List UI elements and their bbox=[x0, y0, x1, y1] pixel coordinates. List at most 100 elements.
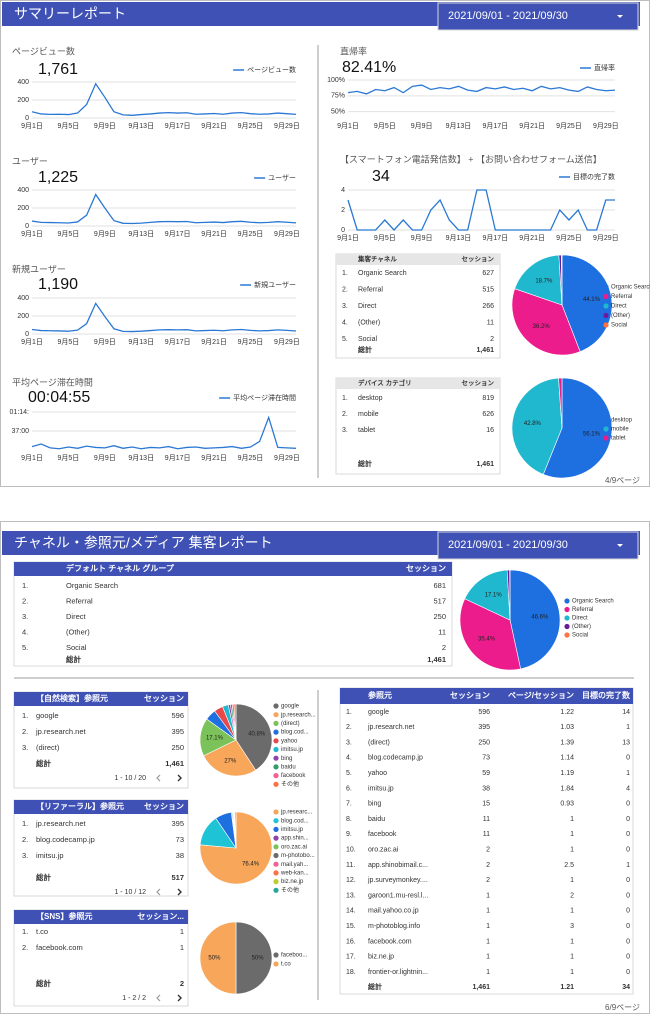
table-cell: 2. bbox=[22, 943, 28, 952]
x-tick-label: 9月17日 bbox=[165, 122, 191, 130]
column-header: セッション bbox=[462, 379, 495, 387]
x-tick-label: 9月13日 bbox=[128, 230, 154, 238]
table-cell: 15. bbox=[346, 923, 356, 930]
legend-label: jp.research... bbox=[280, 712, 316, 718]
legend-label: baidu bbox=[281, 764, 296, 770]
table-cell: 3. bbox=[342, 427, 348, 434]
legend-swatch bbox=[273, 809, 279, 815]
x-tick-label: 9月21日 bbox=[201, 122, 227, 130]
table-cell: imitsu.jp bbox=[36, 851, 64, 860]
table-cell: 5. bbox=[342, 336, 348, 343]
legend-label: google bbox=[281, 704, 300, 710]
legend-swatch bbox=[564, 615, 570, 621]
x-tick-label: 9月13日 bbox=[446, 234, 472, 242]
chart-title: ページビュー数 bbox=[12, 45, 75, 56]
column-header: 集客チャネル bbox=[357, 254, 397, 263]
next-page[interactable] bbox=[177, 774, 182, 782]
date-picker[interactable] bbox=[437, 531, 639, 560]
slice-label: 42.8% bbox=[524, 421, 542, 427]
legend-label: desktop bbox=[611, 418, 633, 424]
legend-label: facebook bbox=[281, 773, 306, 779]
legend-swatch bbox=[273, 826, 279, 833]
dropdown-icon bbox=[617, 544, 623, 547]
legend-swatch bbox=[564, 632, 570, 638]
pie-slice bbox=[464, 569, 511, 621]
x-tick-label: 9月17日 bbox=[165, 230, 191, 238]
scorecard-value: 1,225 bbox=[38, 169, 78, 186]
table-header bbox=[14, 562, 452, 576]
scorecard-value: 82.41% bbox=[342, 59, 396, 76]
column-header: ページ/セッション bbox=[508, 691, 574, 700]
x-tick-label: 9月25日 bbox=[556, 234, 582, 242]
table-cell: google bbox=[36, 711, 59, 720]
table-total: 1,461 bbox=[472, 984, 490, 991]
column-header: 目標の完了数 bbox=[582, 690, 631, 700]
table-cell: 5. bbox=[346, 770, 352, 777]
chart-title: 直帰率 bbox=[340, 45, 367, 56]
table-cell: 1 bbox=[486, 954, 490, 961]
line-series bbox=[31, 193, 297, 225]
table-cell: 1. bbox=[22, 819, 28, 828]
table-cell: 13 bbox=[622, 739, 630, 746]
table-cell: 3. bbox=[22, 851, 28, 860]
x-tick-label: 9月25日 bbox=[238, 230, 264, 238]
table-cell: 6. bbox=[346, 785, 352, 792]
table-cell: 73 bbox=[482, 755, 490, 762]
legend-label: Direct bbox=[611, 304, 627, 310]
table-cell: frontier-or.lightnin... bbox=[368, 969, 428, 976]
table-cell: 3. bbox=[22, 612, 28, 621]
column-header: 参照元 bbox=[367, 690, 392, 700]
x-tick-label: 9月17日 bbox=[165, 454, 191, 462]
table-cell: m-photoblog.info bbox=[368, 923, 420, 930]
next-page[interactable] bbox=[177, 994, 182, 1002]
table-total: 1,461 bbox=[165, 759, 184, 768]
table-cell: 0 bbox=[626, 816, 630, 823]
table-cell: Referral bbox=[358, 286, 383, 293]
x-tick-label: 9月1日 bbox=[21, 122, 43, 130]
table-total: 総計 bbox=[36, 872, 51, 882]
table-cell: 0 bbox=[626, 969, 630, 976]
table-cell: 0 bbox=[626, 908, 630, 915]
y-tick-label: 0 bbox=[25, 331, 29, 338]
pie-slice bbox=[459, 598, 521, 671]
prev-page bbox=[156, 774, 161, 782]
pie-slice bbox=[511, 377, 563, 475]
legend-label: jp.researc... bbox=[280, 810, 313, 816]
table-frame bbox=[13, 691, 189, 789]
table-cell: t.co bbox=[36, 927, 48, 936]
table-cell: 1 bbox=[570, 831, 574, 838]
y-tick-label: 0 bbox=[25, 115, 29, 122]
x-tick-label: 9月5日 bbox=[374, 234, 396, 242]
table-cell: 1.84 bbox=[560, 785, 574, 792]
date-picker[interactable] bbox=[437, 2, 639, 31]
line-series bbox=[347, 189, 615, 231]
column-header: デフォルト チャネル グループ bbox=[66, 563, 175, 573]
table-cell: Direct bbox=[66, 612, 87, 621]
legend-swatch bbox=[273, 879, 279, 885]
next-page[interactable] bbox=[177, 888, 182, 896]
table-cell: 3. bbox=[342, 303, 348, 310]
table-cell: 1 bbox=[570, 969, 574, 976]
chart-title: 【スマートフォン電話発信数】 + 【お問い合わせフォーム送信】 bbox=[340, 153, 602, 164]
y-tick-label: 200 bbox=[17, 313, 29, 320]
legend-label: Organic Search bbox=[611, 285, 650, 291]
slice-label: 35.4% bbox=[478, 636, 496, 642]
legend-swatch bbox=[564, 598, 570, 604]
date-range: 2021/09/01 - 2021/09/30 bbox=[448, 539, 568, 551]
table-header bbox=[336, 254, 500, 265]
legend-label: bing bbox=[281, 756, 292, 762]
table-cell: 1 bbox=[626, 724, 630, 731]
legend-label: (Other) bbox=[611, 313, 630, 319]
table-cell: 17. bbox=[346, 954, 356, 961]
table-cell: 4 bbox=[626, 785, 630, 792]
table-cell: 1 bbox=[626, 770, 630, 777]
table-cell: 2 bbox=[570, 892, 574, 899]
table-cell: Referral bbox=[66, 596, 93, 605]
table-cell: 2 bbox=[486, 877, 490, 884]
table-cell: 395 bbox=[171, 819, 184, 828]
legend-label: 直帰率 bbox=[594, 63, 615, 72]
table-cell: 2 bbox=[486, 862, 490, 869]
legend-swatch bbox=[603, 322, 609, 328]
legend-label: (Other) bbox=[572, 624, 591, 630]
chart-title: 新規ユーザー bbox=[12, 263, 66, 274]
